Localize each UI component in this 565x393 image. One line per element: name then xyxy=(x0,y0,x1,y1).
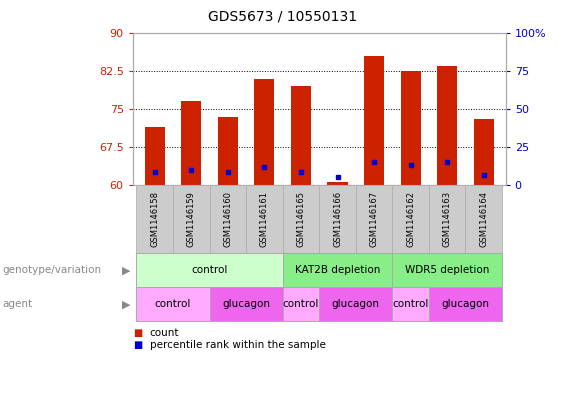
Text: GSM1146161: GSM1146161 xyxy=(260,191,269,247)
Bar xyxy=(473,119,494,185)
Text: ▶: ▶ xyxy=(122,265,131,275)
Bar xyxy=(254,79,275,185)
Text: GSM1146159: GSM1146159 xyxy=(187,191,195,247)
Text: GSM1146163: GSM1146163 xyxy=(443,191,451,247)
Text: GSM1146164: GSM1146164 xyxy=(479,191,488,247)
Bar xyxy=(328,182,347,185)
Text: GSM1146160: GSM1146160 xyxy=(223,191,232,247)
Bar xyxy=(181,101,201,185)
Text: GSM1146166: GSM1146166 xyxy=(333,191,342,247)
Text: ■: ■ xyxy=(133,340,142,350)
Text: GSM1146167: GSM1146167 xyxy=(370,191,379,247)
Text: GSM1146158: GSM1146158 xyxy=(150,191,159,247)
Text: control: control xyxy=(192,265,228,275)
Bar xyxy=(401,71,421,185)
Text: ▶: ▶ xyxy=(122,299,131,309)
Text: ■: ■ xyxy=(133,328,142,338)
Text: GSM1146165: GSM1146165 xyxy=(297,191,306,247)
Text: WDR5 depletion: WDR5 depletion xyxy=(405,265,489,275)
Bar xyxy=(437,66,457,185)
Bar xyxy=(145,127,165,185)
Text: glucagon: glucagon xyxy=(222,299,270,309)
Text: glucagon: glucagon xyxy=(332,299,380,309)
Text: KAT2B depletion: KAT2B depletion xyxy=(295,265,380,275)
Text: genotype/variation: genotype/variation xyxy=(3,265,102,275)
Text: count: count xyxy=(150,328,179,338)
Bar xyxy=(291,86,311,185)
Text: agent: agent xyxy=(3,299,33,309)
Text: control: control xyxy=(155,299,191,309)
Text: percentile rank within the sample: percentile rank within the sample xyxy=(150,340,325,350)
Bar xyxy=(364,56,384,185)
Text: GSM1146162: GSM1146162 xyxy=(406,191,415,247)
Text: control: control xyxy=(282,299,319,309)
Text: GDS5673 / 10550131: GDS5673 / 10550131 xyxy=(208,10,357,24)
Text: control: control xyxy=(393,299,429,309)
Text: glucagon: glucagon xyxy=(441,299,489,309)
Bar xyxy=(218,117,238,185)
